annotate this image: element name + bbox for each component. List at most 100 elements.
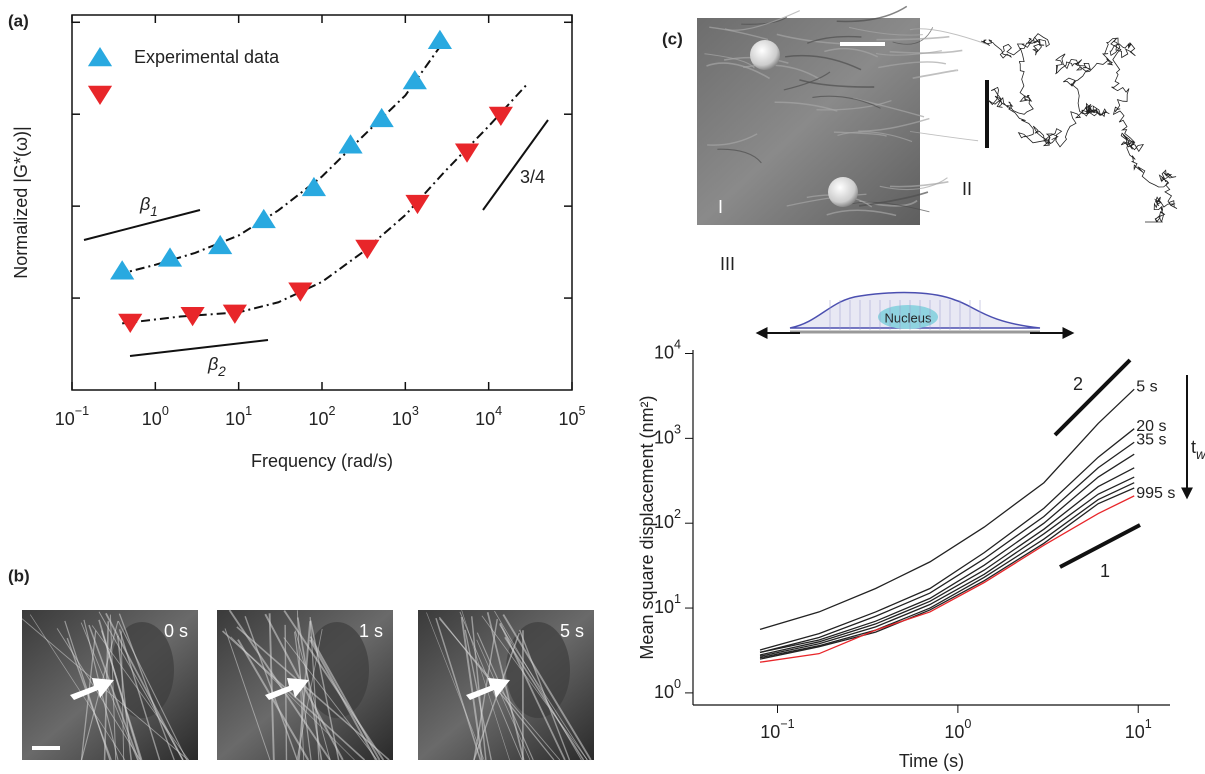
msd-curve <box>759 453 1135 654</box>
label: tw <box>1191 437 1205 462</box>
trajectory <box>981 33 1178 223</box>
fiber <box>460 616 483 761</box>
sem-texture <box>704 5 988 217</box>
bead <box>828 177 858 207</box>
fiber <box>297 621 312 761</box>
label-main: 10 <box>654 342 674 362</box>
legend-marker <box>87 47 113 67</box>
ridge <box>875 50 942 56</box>
label-sup: 2 <box>674 508 681 522</box>
msd-curve <box>759 428 1135 651</box>
data-point <box>488 106 513 127</box>
time-label: 0 s <box>164 621 188 641</box>
fiber <box>309 617 320 761</box>
curve-label: 5 s <box>1136 378 1157 395</box>
msd-curve <box>759 482 1135 659</box>
x-axis-label: Frequency (rad/s) <box>251 451 393 471</box>
fiber <box>309 636 381 761</box>
annotation: 3/4 <box>520 167 545 187</box>
data-point <box>157 247 183 267</box>
slope-guide <box>1053 358 1132 437</box>
slope-guide <box>482 119 549 211</box>
ridge <box>812 95 881 109</box>
label-sup: 3 <box>412 404 419 418</box>
label: 10−1 <box>55 404 89 428</box>
ridge <box>879 177 948 191</box>
ridge <box>786 193 867 207</box>
fit-curve <box>122 82 530 325</box>
label-main: β <box>207 354 218 374</box>
label: 104 <box>654 338 681 362</box>
fiber <box>294 631 312 761</box>
label: 102 <box>654 508 681 532</box>
label: 100 <box>654 677 681 701</box>
fiber <box>101 630 143 761</box>
label-sup: 4 <box>674 338 681 352</box>
msd-curve <box>759 388 1135 631</box>
ridge <box>836 5 908 23</box>
msd-curve <box>759 441 1135 654</box>
label-main: 10 <box>654 512 674 532</box>
msd-curve <box>759 467 1135 656</box>
arrow <box>265 678 309 700</box>
fiber <box>224 628 271 761</box>
label-sub: w <box>1196 447 1205 462</box>
ridge <box>776 33 846 45</box>
fiber <box>283 637 378 761</box>
label-main: 10 <box>944 722 964 742</box>
label: β2 <box>207 354 226 379</box>
label: 100 <box>142 404 169 428</box>
image-label: I <box>718 197 723 217</box>
fiber <box>471 616 487 761</box>
data-point <box>427 29 453 49</box>
legend-marker <box>87 85 113 105</box>
legend-label: Experimental data <box>134 47 280 67</box>
y-axis-label: Mean square displacement (nm²) <box>637 395 657 659</box>
ridge <box>799 79 875 88</box>
label: 10−1 <box>760 717 794 741</box>
fiber <box>504 636 585 761</box>
data-point <box>301 176 327 197</box>
y-axis-label: Normalized |G*(ω)| <box>11 126 31 278</box>
arrow <box>70 678 114 700</box>
ridge <box>909 28 988 45</box>
fiber <box>103 621 110 761</box>
nucleus-shadow <box>305 622 369 718</box>
label-sup: 1 <box>674 592 681 606</box>
image-label: II <box>962 179 972 199</box>
label: 101 <box>1125 717 1152 741</box>
label: 104 <box>475 404 502 428</box>
image-label: III <box>720 254 735 274</box>
label: β1 <box>139 194 158 219</box>
data-point <box>338 134 363 154</box>
label: 101 <box>654 592 681 616</box>
label-main: 10 <box>225 409 245 429</box>
label: 100 <box>944 717 971 741</box>
ridge <box>783 71 831 91</box>
data-point <box>369 107 394 128</box>
fiber <box>56 628 141 761</box>
fiber <box>502 614 592 761</box>
label-sup: 1 <box>245 404 252 418</box>
sem-image <box>697 18 920 225</box>
label-main: 10 <box>475 409 495 429</box>
label-sup: 4 <box>495 404 502 418</box>
fiber <box>105 612 184 761</box>
ridge <box>876 35 950 41</box>
label-sup: 2 <box>329 404 336 418</box>
ridge <box>816 99 892 111</box>
fiber <box>486 612 525 761</box>
ridge <box>837 131 913 143</box>
label-sub: 1 <box>150 204 158 219</box>
data-point <box>118 313 143 333</box>
panel-label: (c) <box>662 29 683 48</box>
fiber <box>268 613 275 761</box>
label-main: 10 <box>558 409 578 429</box>
label-sup: 0 <box>162 404 169 418</box>
label-sup: 0 <box>674 677 681 691</box>
ridge <box>717 148 762 164</box>
fiber <box>91 625 190 761</box>
data-point <box>110 260 135 280</box>
fit-curve <box>117 38 446 276</box>
